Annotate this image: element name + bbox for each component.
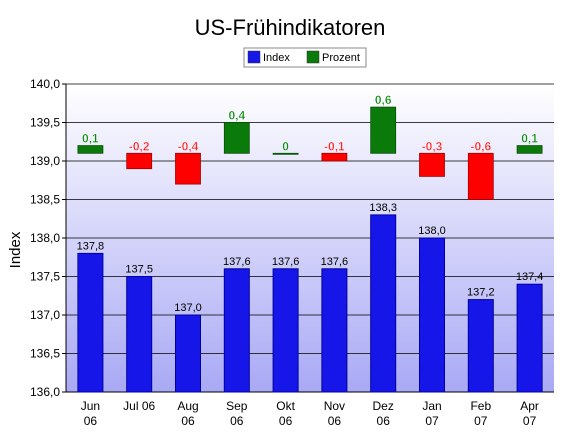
prozent-value-label: -0,2 <box>129 139 150 153</box>
y-axis: 136,0 136,5 137,0 137,5 138,0 138,5 139,0 139,5… <box>30 77 67 399</box>
x-tick-label: Dez 06 <box>373 399 394 428</box>
index-value-label: 137,0 <box>174 302 202 314</box>
y-tick-label: 137,5 <box>30 270 60 284</box>
index-value-label: 137,4 <box>516 271 544 283</box>
prozent-value-label: 0,1 <box>521 132 538 146</box>
prozent-bar <box>272 152 299 155</box>
legend: Index Prozent <box>243 47 367 68</box>
prozent-bars: 0,1 -0,2 -0,4 0,4 0 -0,1 0,6 -0,3 -0,6 0,1 <box>77 93 543 200</box>
x-axis: Jun 06 Jul 06 Aug 06 Sep 06 Okt 06 Nov 06 Dez 06 Jan 0… <box>66 391 554 428</box>
legend-label-index: Index <box>263 52 290 64</box>
prozent-bar <box>175 152 201 185</box>
prozent-bar <box>223 122 250 154</box>
index-bar <box>272 268 299 393</box>
index-bar <box>77 252 104 393</box>
y-tick-label: 136,0 <box>30 385 60 399</box>
index-value-label: 137,6 <box>321 256 349 268</box>
prozent-bar <box>77 145 104 154</box>
index-bar <box>321 268 348 393</box>
x-tick-label: Apr 07 <box>520 399 539 428</box>
prozent-bar <box>419 152 445 177</box>
x-tick-label: Jan 07 <box>422 399 441 428</box>
y-tick-label: 136,5 <box>30 347 60 361</box>
prozent-bar <box>321 152 348 162</box>
prozent-value-label: -0,1 <box>324 139 345 153</box>
index-value-label: 137,5 <box>125 264 153 276</box>
y-tick-label: 140,0 <box>30 77 60 91</box>
y-tick-label: 137,0 <box>30 308 60 322</box>
index-value-label: 137,6 <box>272 256 300 268</box>
index-bar <box>516 283 543 393</box>
prozent-value-label: 0 <box>282 139 289 153</box>
prozent-bar <box>370 106 397 154</box>
index-bar <box>467 299 494 393</box>
legend-swatch-prozent <box>306 50 320 64</box>
prozent-bar <box>516 145 543 154</box>
index-value-label: 138,3 <box>369 202 397 214</box>
y-tick-label: 138,0 <box>30 231 60 245</box>
index-bar <box>126 276 153 393</box>
index-bar <box>370 214 397 393</box>
index-bar <box>419 237 445 393</box>
index-value-label: 138,0 <box>418 225 446 237</box>
x-tick-label: Nov 06 <box>324 399 345 428</box>
x-tick-label: Jul 06 <box>123 399 155 413</box>
x-tick-label: Aug 06 <box>177 399 198 428</box>
index-value-label: 137,8 <box>77 240 105 252</box>
index-bar <box>223 268 250 393</box>
x-tick-label: Feb 07 <box>470 399 491 428</box>
x-tick-label: Jun 06 <box>81 399 100 428</box>
index-value-label: 137,6 <box>223 256 251 268</box>
prozent-value-label: 0,6 <box>375 93 392 107</box>
chart-title: US-Frühindikatoren <box>195 15 386 40</box>
prozent-value-label: -0,4 <box>178 139 199 153</box>
legend-label-prozent: Prozent <box>322 52 360 64</box>
legend-box <box>243 47 367 68</box>
index-bars: 137,8 137,5 137,0 137,6 137,6 137,6 138,3 138,0… <box>77 202 544 393</box>
y-tick-label: 139,0 <box>30 154 60 168</box>
prozent-value-label: 0,4 <box>228 109 245 123</box>
y-axis-label: Index <box>7 231 24 268</box>
index-value-label: 137,2 <box>467 287 495 299</box>
x-tick-label: Okt 06 <box>276 399 295 428</box>
x-tick-label: Sep 06 <box>226 399 248 428</box>
prozent-value-label: -0,3 <box>422 139 443 153</box>
y-tick-label: 139,5 <box>30 116 60 130</box>
prozent-value-label: 0,1 <box>82 132 99 146</box>
y-tick-label: 138,5 <box>30 193 60 207</box>
prozent-bar <box>126 152 153 170</box>
prozent-value-label: -0,6 <box>470 139 491 153</box>
prozent-bar <box>467 152 494 200</box>
index-bar <box>175 314 201 393</box>
legend-swatch-index <box>247 50 261 64</box>
